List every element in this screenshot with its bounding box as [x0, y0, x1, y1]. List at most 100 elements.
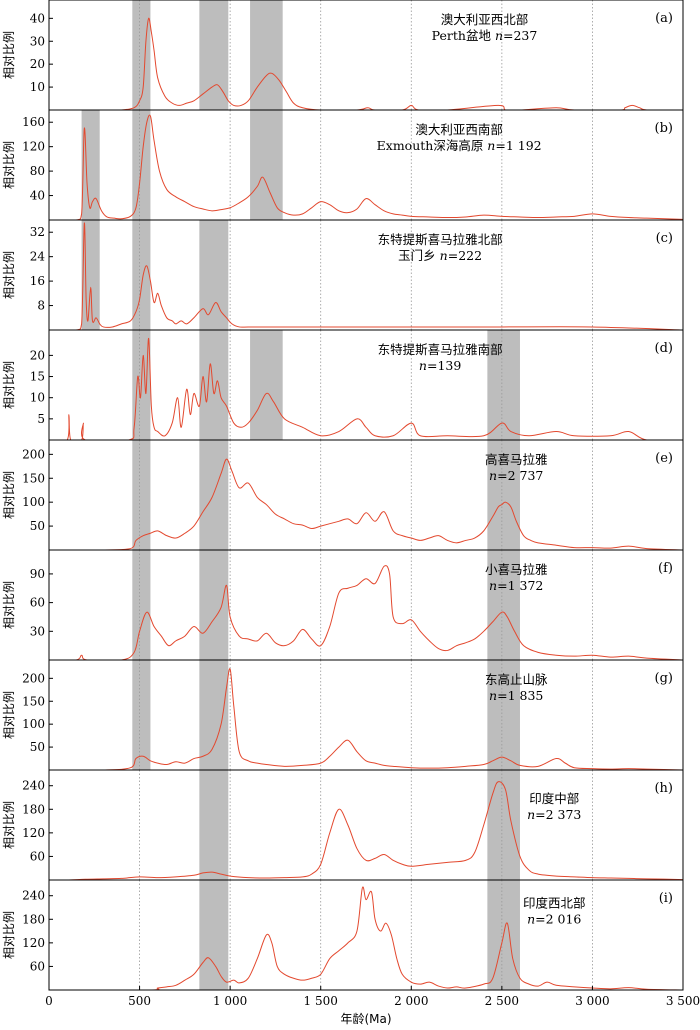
region-name: 高喜马拉雅 — [485, 452, 548, 467]
x-tick-label: 1 000 — [213, 994, 247, 1008]
y-tick-label: 5 — [37, 412, 45, 426]
y-tick-label: 15 — [30, 370, 45, 384]
y-axis-label: 相对比例 — [2, 361, 16, 409]
probability-curve — [48, 458, 684, 551]
x-tick-label: 500 — [128, 994, 151, 1008]
panel-letter: (a) — [655, 11, 673, 26]
n-symbol: n — [527, 912, 535, 927]
region-name: 小喜马拉雅 — [485, 562, 548, 577]
y-tick-label: 30 — [30, 624, 45, 638]
y-axis-label: 相对比例 — [2, 691, 16, 739]
age-band — [487, 330, 520, 440]
y-axis-label: 相对比例 — [2, 31, 16, 79]
locality-name: Exmouth深海高原 — [377, 138, 488, 153]
x-tick-label: 2 000 — [394, 994, 428, 1008]
n-value: =2 016 — [535, 912, 581, 927]
y-tick-label: 120 — [22, 826, 45, 840]
age-band — [132, 220, 151, 330]
y-tick-label: 24 — [30, 250, 46, 264]
n-symbol: n — [489, 468, 497, 483]
age-band — [199, 220, 229, 330]
sample-info: n=2 373 — [527, 807, 581, 822]
region-name: 东特提斯喜马拉雅南部 — [378, 342, 503, 357]
panel-letter: (b) — [655, 121, 673, 136]
y-tick-label: 150 — [22, 471, 45, 485]
panel-letter: (c) — [656, 231, 673, 246]
x-tick-label: 3 500 — [666, 994, 700, 1008]
y-tick-label: 150 — [22, 694, 45, 708]
panel-letter: (d) — [655, 341, 673, 356]
age-band — [487, 440, 520, 550]
age-band — [199, 550, 229, 660]
y-tick-label: 20 — [30, 348, 45, 362]
n-value: =1 372 — [497, 578, 543, 593]
y-tick-label: 200 — [22, 447, 45, 461]
probability-curve — [49, 337, 683, 441]
region-name: 澳大利亚西南部 — [415, 122, 503, 137]
y-tick-label: 200 — [22, 671, 45, 685]
y-tick-label: 40 — [30, 11, 45, 25]
n-value: =1 835 — [497, 688, 543, 703]
age-band — [250, 0, 283, 110]
probability-curve — [49, 781, 684, 881]
age-band — [199, 770, 229, 880]
y-tick-label: 180 — [22, 802, 45, 816]
sample-info: 玉门乡 n=222 — [398, 248, 482, 263]
x-axis-label: 年龄(Ma) — [340, 1012, 391, 1026]
y-tick-label: 50 — [30, 740, 45, 754]
region-name: 印度中部 — [529, 791, 579, 806]
y-tick-label: 8 — [37, 299, 45, 313]
age-band — [199, 880, 229, 990]
n-symbol: n — [487, 138, 495, 153]
age-band — [81, 110, 100, 220]
panel-letter: (f) — [658, 561, 673, 576]
panel-frame — [48, 769, 684, 881]
age-band — [250, 110, 283, 220]
n-value: =139 — [427, 358, 461, 373]
probability-curve — [49, 222, 684, 331]
age-band — [199, 440, 229, 550]
y-tick-label: 120 — [22, 140, 45, 154]
region-name: 印度西北部 — [523, 896, 586, 911]
age-band — [199, 660, 229, 770]
panel-letter: (g) — [655, 671, 673, 686]
age-band — [132, 550, 151, 660]
sample-info: n=139 — [419, 358, 461, 373]
y-tick-label: 10 — [30, 391, 45, 405]
y-tick-label: 60 — [30, 849, 45, 863]
x-tick-label: 3 000 — [575, 994, 609, 1008]
locality-name: Perth盆地 — [432, 28, 495, 43]
region-name: 澳大利亚西北部 — [441, 12, 529, 27]
age-band — [199, 0, 229, 110]
y-tick-label: 16 — [30, 274, 45, 288]
panel-letter: (e) — [655, 451, 673, 466]
y-axis-label: 相对比例 — [2, 801, 16, 849]
x-tick-label: 1 500 — [304, 994, 338, 1008]
y-tick-label: 10 — [30, 80, 45, 94]
y-tick-label: 100 — [22, 495, 45, 509]
n-symbol: n — [489, 578, 497, 593]
n-symbol: n — [419, 358, 427, 373]
age-band — [132, 440, 151, 550]
probability-curve — [49, 565, 684, 661]
y-tick-label: 180 — [22, 912, 45, 926]
sample-info: n=2 737 — [489, 468, 543, 483]
y-tick-label: 32 — [30, 225, 45, 239]
age-band — [250, 330, 283, 440]
age-band — [487, 660, 520, 770]
y-axis-label: 相对比例 — [2, 251, 16, 299]
age-band — [199, 330, 229, 440]
y-axis-label: 相对比例 — [2, 911, 16, 959]
n-symbol: n — [495, 28, 503, 43]
probability-curve — [49, 17, 683, 111]
n-symbol: n — [489, 688, 497, 703]
y-tick-label: 120 — [22, 936, 45, 950]
y-tick-label: 20 — [30, 57, 45, 71]
sample-info: n=1 372 — [489, 578, 543, 593]
